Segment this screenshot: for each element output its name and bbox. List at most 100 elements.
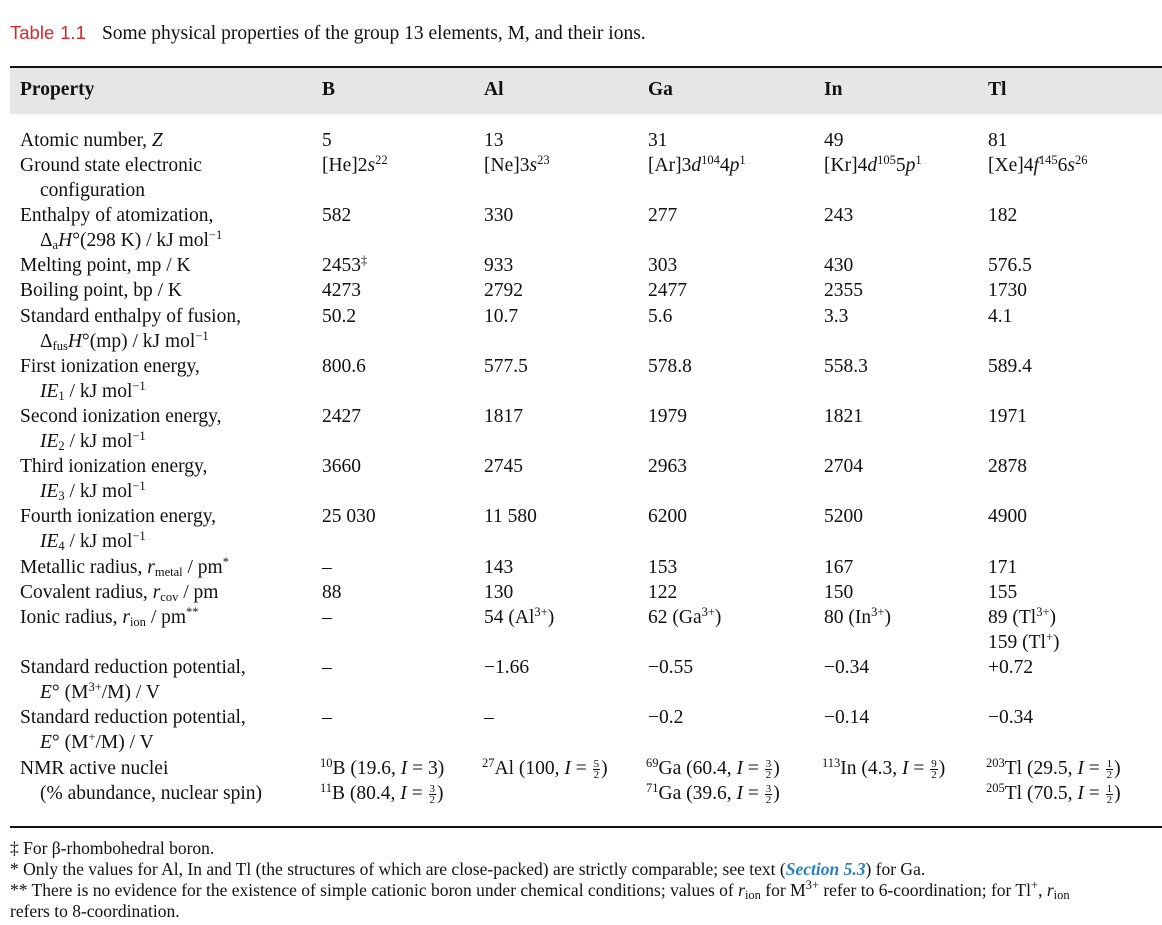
- value-enthalpy_fusion-al: 10.7: [484, 306, 519, 327]
- footnote-ionic-cont: refers to 8-coordination.: [10, 901, 180, 921]
- value-ie2-tl: 1971: [988, 406, 1027, 427]
- value-ie4-tl: 4900: [988, 506, 1027, 527]
- value-boiling_point-tl: 1730: [988, 280, 1027, 301]
- value-e_m1-al: –: [484, 707, 494, 728]
- value-ie2-al: 1817: [484, 406, 523, 427]
- header-b: B: [322, 79, 336, 100]
- value-melting_point-al: 933: [484, 255, 514, 276]
- footnote-metallic: * Only the values for Al, In and Tl (the…: [10, 859, 926, 879]
- value-enthalpy_fusion-b: 50.2: [322, 306, 357, 327]
- nmr-b-2: 11B (80.4, I = 3 2): [320, 781, 444, 807]
- row-label-nmr: NMR active nuclei: [20, 758, 169, 779]
- top-rule: [10, 66, 1162, 68]
- nmr-al-1: 27Al (100, I = 5 2): [482, 756, 608, 782]
- value-e_m1-ga: −0.2: [648, 707, 684, 728]
- row-label2-nmr: (% abundance, nuclear spin): [40, 783, 262, 804]
- value-ie2-ga: 1979: [648, 406, 687, 427]
- value-enthalpy_atomization-ga: 277: [648, 205, 678, 226]
- bottom-rule: [10, 826, 1162, 828]
- value-enthalpy_atomization-b: 582: [322, 205, 352, 226]
- value-atomic_number-b: 5: [322, 130, 332, 151]
- value-ie2-in: 1821: [824, 406, 863, 427]
- value-metallic_radius-b: –: [322, 557, 332, 578]
- value-e_m1-in: −0.14: [824, 707, 870, 728]
- header-in: In: [824, 79, 843, 100]
- value-enthalpy_atomization-tl: 182: [988, 205, 1018, 226]
- value-covalent_radius-ga: 122: [648, 582, 678, 603]
- value-ie1-b: 800.6: [322, 356, 366, 377]
- value-ie4-in: 5200: [824, 506, 863, 527]
- row-label-ie3: Third ionization energy,: [20, 456, 208, 477]
- value-e_m3-b: –: [322, 657, 332, 678]
- header-property: Property: [20, 79, 95, 100]
- value-ie1-in: 558.3: [824, 356, 868, 377]
- row-label-covalent_radius: Covalent radius, rcov / pm: [20, 582, 219, 604]
- value-boiling_point-b: 4273: [322, 280, 361, 301]
- value-metallic_radius-tl: 171: [988, 557, 1018, 578]
- row-label2-e_m3: E° (M3+/M) / V: [40, 680, 160, 703]
- row-label-ionic_radius: Ionic radius, rion / pm**: [20, 605, 199, 629]
- table-label: Table 1.1: [10, 22, 86, 43]
- value-ie4-ga: 6200: [648, 506, 687, 527]
- value-covalent_radius-in: 150: [824, 582, 854, 603]
- row-label-enthalpy_fusion: Standard enthalpy of fusion,: [20, 306, 241, 327]
- value-ionic_radius-tl-plus: 159 (Tl+): [988, 630, 1060, 653]
- nmr-ga-2: 71Ga (39.6, I = 3 2): [646, 781, 780, 807]
- value-melting_point-in: 430: [824, 255, 854, 276]
- nmr-in-1: 113In (4.3, I = 9 2): [822, 756, 946, 782]
- value-ie1-al: 577.5: [484, 356, 528, 377]
- row-label-enthalpy_atomization: Enthalpy of atomization,: [20, 205, 214, 226]
- value-ie3-tl: 2878: [988, 456, 1027, 477]
- nmr-tl-1: 203Tl (29.5, I = 1 2): [986, 756, 1121, 782]
- value-enthalpy_atomization-al: 330: [484, 205, 514, 226]
- row-label2-ground_state: configuration: [40, 180, 146, 201]
- value-ground_state-b: [He]2s22: [322, 153, 388, 176]
- row-label2-e_m1: E° (M+/M) / V: [40, 730, 154, 753]
- section-link[interactable]: Section 5.3: [785, 859, 866, 879]
- value-ie1-ga: 578.8: [648, 356, 692, 377]
- value-ie2-b: 2427: [322, 406, 361, 427]
- header-band: [10, 68, 1162, 114]
- value-ie4-b: 25 030: [322, 506, 376, 527]
- value-e_m3-tl: +0.72: [988, 657, 1034, 678]
- row-label2-ie2: IE2 / kJ mol−1: [40, 429, 146, 453]
- value-atomic_number-ga: 31: [648, 130, 668, 151]
- row-label2-enthalpy_fusion: ΔfusH°(mp) / kJ mol−1: [40, 329, 209, 353]
- value-e_m3-ga: −0.55: [648, 657, 694, 678]
- value-ground_state-al: [Ne]3s23: [484, 153, 550, 176]
- value-boiling_point-in: 2355: [824, 280, 863, 301]
- row-label2-ie4: IE4 / kJ mol−1: [40, 529, 146, 553]
- value-ie3-in: 2704: [824, 456, 863, 477]
- value-ie3-ga: 2963: [648, 456, 687, 477]
- value-e_m1-tl: −0.34: [988, 707, 1034, 728]
- row-label-ie1: First ionization energy,: [20, 356, 200, 377]
- value-covalent_radius-tl: 155: [988, 582, 1018, 603]
- row-label-ground_state: Ground state electronic: [20, 155, 202, 176]
- value-ionic_radius-tl: 89 (Tl3+): [988, 605, 1057, 628]
- row-label2-ie3: IE3 / kJ mol−1: [40, 479, 146, 503]
- footnotes: ‡ For β-rhombohedral boron. * Only the v…: [10, 838, 1160, 922]
- row-label-ie4: Fourth ionization energy,: [20, 506, 217, 527]
- row-label-atomic_number: Atomic number, Z: [20, 130, 163, 151]
- nmr-tl-2: 205Tl (70.5, I = 1 2): [986, 781, 1121, 807]
- row-label2-ie1: IE1 / kJ mol−1: [40, 379, 146, 403]
- value-enthalpy_atomization-in: 243: [824, 205, 854, 226]
- row-label2-enthalpy_atomization: ΔaH°(298 K) / kJ mol−1: [40, 228, 223, 252]
- header-al: Al: [484, 79, 504, 100]
- value-metallic_radius-al: 143: [484, 557, 514, 578]
- nmr-b-1: 10B (19.6, I = 3): [320, 756, 445, 779]
- row-label-melting_point: Melting point, mp / K: [20, 255, 191, 276]
- value-ie1-tl: 589.4: [988, 356, 1032, 377]
- value-boiling_point-al: 2792: [484, 280, 523, 301]
- value-atomic_number-tl: 81: [988, 130, 1008, 151]
- header-tl: Tl: [988, 79, 1007, 100]
- value-ionic_radius-al: 54 (Al3+): [484, 605, 555, 628]
- value-covalent_radius-al: 130: [484, 582, 514, 603]
- value-ie4-al: 11 580: [484, 506, 537, 527]
- value-ground_state-in: [Kr]4d1055p1: [824, 153, 922, 176]
- footnote-boron: ‡ For β-rhombohedral boron.: [10, 838, 215, 858]
- footnote-ionic: ** There is no evidence for the existenc…: [10, 878, 1070, 902]
- row-label-e_m1: Standard reduction potential,: [20, 707, 246, 728]
- value-ionic_radius-ga: 62 (Ga3+): [648, 605, 722, 628]
- nmr-ga-1: 69Ga (60.4, I = 3 2): [646, 756, 780, 782]
